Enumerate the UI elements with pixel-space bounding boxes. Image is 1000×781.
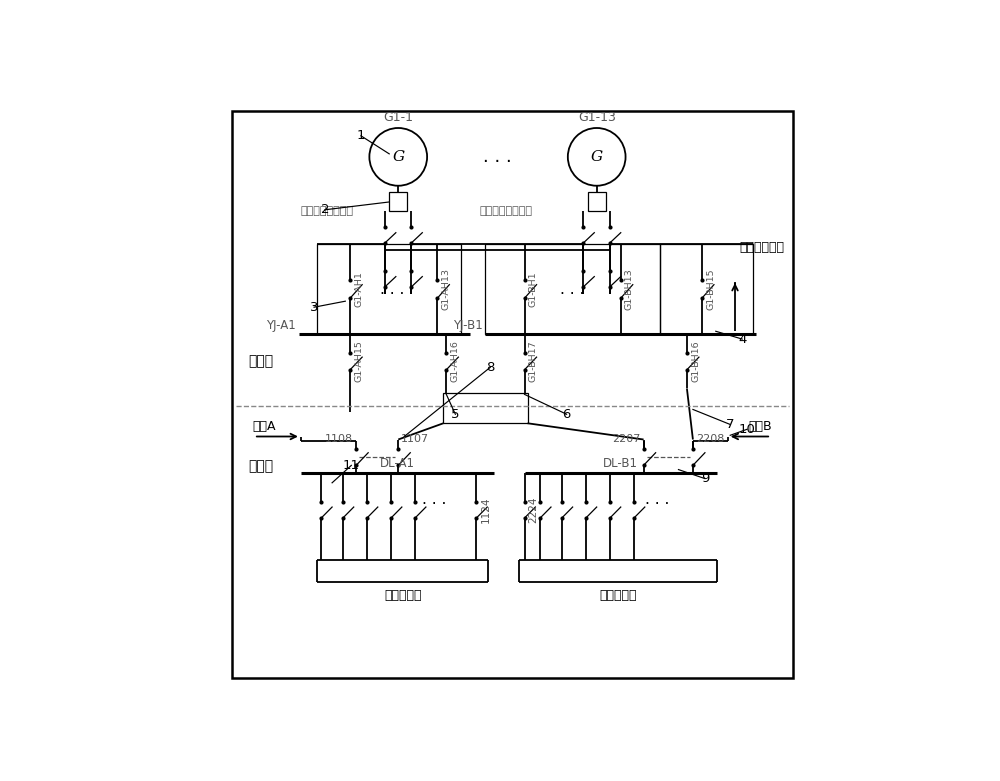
- Text: 馈线至负载: 馈线至负载: [384, 589, 421, 602]
- Text: 7: 7: [726, 418, 734, 431]
- Bar: [485, 244, 660, 334]
- Bar: [389, 192, 407, 211]
- Text: 9: 9: [701, 472, 709, 485]
- Bar: [443, 393, 528, 423]
- Text: YJ-B1: YJ-B1: [453, 319, 482, 332]
- Text: 市电B: 市电B: [749, 420, 772, 433]
- Text: G1-BH1: G1-BH1: [529, 271, 538, 307]
- Text: 油机侧: 油机侧: [248, 355, 273, 369]
- Text: 1: 1: [357, 130, 365, 142]
- Bar: [317, 244, 461, 334]
- Text: G1-AH13: G1-AH13: [442, 268, 451, 310]
- Text: 3: 3: [310, 301, 318, 314]
- Text: 至测试假负载: 至测试假负载: [740, 241, 785, 254]
- Text: 2: 2: [321, 203, 329, 216]
- Text: 4: 4: [738, 333, 746, 345]
- Text: G1-BH13: G1-BH13: [625, 269, 634, 310]
- Text: 发电机出口断路器: 发电机出口断路器: [479, 206, 532, 216]
- Text: 发电机出口断路器: 发电机出口断路器: [301, 206, 354, 216]
- Text: 2207: 2207: [612, 433, 641, 444]
- Text: G1-1: G1-1: [383, 111, 413, 124]
- Text: YJ-A1: YJ-A1: [266, 319, 296, 332]
- Text: . . .: . . .: [380, 282, 404, 297]
- Text: G1-AH15: G1-AH15: [354, 341, 363, 382]
- Text: 1124: 1124: [481, 497, 491, 523]
- Text: G1-BH17: G1-BH17: [529, 341, 538, 382]
- Text: G: G: [392, 150, 404, 164]
- Text: 1107: 1107: [401, 433, 429, 444]
- Text: 5: 5: [451, 408, 460, 421]
- Text: 10: 10: [739, 423, 755, 436]
- Text: 8: 8: [486, 361, 494, 374]
- Text: 2224: 2224: [529, 497, 539, 523]
- Text: G1-13: G1-13: [578, 111, 616, 124]
- Text: DL-B1: DL-B1: [603, 457, 638, 470]
- Text: 馈线至负载: 馈线至负载: [599, 589, 636, 602]
- Text: . . .: . . .: [645, 492, 669, 507]
- Text: 1108: 1108: [325, 433, 353, 444]
- Text: G: G: [591, 150, 603, 164]
- Text: 6: 6: [562, 408, 571, 421]
- Text: 市电A: 市电A: [253, 420, 276, 433]
- Bar: [660, 244, 753, 334]
- Text: G1-AH16: G1-AH16: [451, 341, 460, 382]
- Bar: [588, 192, 606, 211]
- Text: G1-BH15: G1-BH15: [706, 269, 715, 310]
- Text: G1-BH16: G1-BH16: [691, 341, 700, 382]
- Text: . . .: . . .: [560, 282, 585, 297]
- Text: DL-A1: DL-A1: [380, 457, 415, 470]
- Text: 11: 11: [343, 459, 360, 472]
- Text: 2208: 2208: [696, 433, 724, 444]
- Text: G1-AH1: G1-AH1: [354, 271, 363, 307]
- Text: . . .: . . .: [422, 492, 447, 507]
- Text: . . .: . . .: [483, 148, 512, 166]
- Text: 市电侧: 市电侧: [248, 459, 273, 473]
